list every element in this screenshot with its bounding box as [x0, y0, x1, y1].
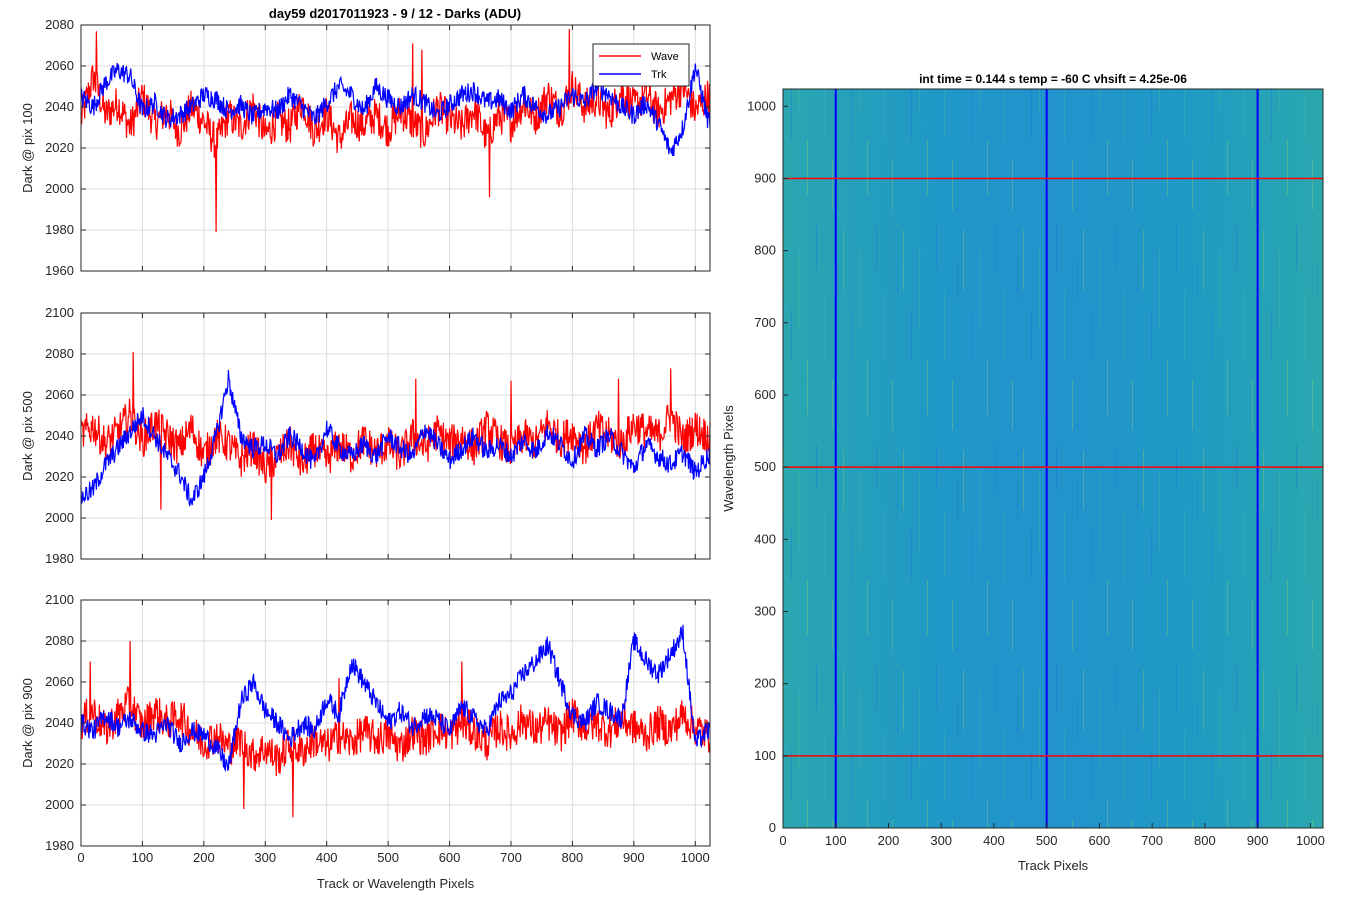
- y-tick-label: 2040: [45, 99, 74, 114]
- y-tick-label: 2080: [45, 17, 74, 32]
- y-tick-label: 2060: [45, 674, 74, 689]
- x-tick-label: 500: [377, 850, 399, 865]
- x-tick-label: 600: [439, 850, 461, 865]
- x-tick-label: 1000: [1296, 833, 1325, 848]
- y-tick-label: 500: [754, 459, 776, 474]
- series-line-trk: [80, 62, 711, 157]
- y-tick-label: 2020: [45, 469, 74, 484]
- x-tick-label: 700: [1141, 833, 1163, 848]
- line-chart-panel-1: 1960 1980 2000 2020 2040 2060 2080 Dark @ pix 1…: [20, 17, 711, 278]
- y-tick-label: 600: [754, 387, 776, 402]
- x-axis-label: Track Pixels: [1018, 858, 1089, 873]
- y-axis-label: Dark @ pix 900: [20, 678, 35, 768]
- y-axis-label: Dark @ pix 100: [20, 103, 35, 193]
- y-tick-label: 2100: [45, 592, 74, 607]
- series-line-wave: [80, 640, 711, 818]
- x-tick-label: 600: [1089, 833, 1111, 848]
- x-tick-label: 900: [1247, 833, 1269, 848]
- y-tick-label: 700: [754, 315, 776, 330]
- y-tick-label: 2000: [45, 181, 74, 196]
- y-tick-label: 100: [754, 748, 776, 763]
- series-line-wave: [80, 351, 711, 521]
- x-tick-label: 0: [779, 833, 786, 848]
- x-tick-label: 400: [316, 850, 338, 865]
- series-line-trk: [80, 369, 711, 507]
- y-tick-label: 2000: [45, 510, 74, 525]
- x-tick-label: 900: [623, 850, 645, 865]
- y-tick-label: 200: [754, 676, 776, 691]
- figure-suptitle: day59 d2017011923 - 9 / 12 - Darks (ADU): [269, 6, 521, 21]
- y-tick-label: 1000: [747, 98, 776, 113]
- y-tick-label: 2100: [45, 305, 74, 320]
- y-tick-label: 2000: [45, 797, 74, 812]
- y-tick-label: 2040: [45, 715, 74, 730]
- axes-box: [782, 88, 1324, 829]
- x-tick-label: 0: [77, 850, 84, 865]
- y-tick-label: 1960: [45, 263, 74, 278]
- x-axis-label: Track or Wavelength Pixels: [317, 876, 475, 891]
- legend-label-trk: Trk: [651, 69, 667, 81]
- x-tick-label: 200: [193, 850, 215, 865]
- x-tick-label: 800: [562, 850, 584, 865]
- heatmap-texture: [783, 89, 1323, 828]
- x-tick-label: 800: [1194, 833, 1216, 848]
- x-tick-label: 300: [254, 850, 276, 865]
- y-tick-label: 2040: [45, 428, 74, 443]
- y-axis-label: Dark @ pix 500: [20, 391, 35, 481]
- line-chart-panel-3: 0 100 200 300 400 500 600 700 800 900 1000 1980 2000…: [20, 592, 711, 891]
- heatmap-title: int time = 0.144 s temp = -60 C vhsift =…: [919, 72, 1187, 86]
- x-tick-label: 1000: [681, 850, 710, 865]
- y-tick-label: 1980: [45, 838, 74, 853]
- y-tick-label: 2080: [45, 346, 74, 361]
- y-tick-label: 400: [754, 531, 776, 546]
- y-tick-label: 2020: [45, 140, 74, 155]
- y-tick-label: 2060: [45, 387, 74, 402]
- y-tick-label: 2080: [45, 633, 74, 648]
- legend: Wave Trk: [592, 43, 690, 87]
- legend-box: [592, 43, 690, 87]
- y-tick-label: 300: [754, 603, 776, 618]
- x-tick-label: 400: [983, 833, 1005, 848]
- y-tick-label: 900: [754, 170, 776, 185]
- y-tick-label: 800: [754, 243, 776, 258]
- x-tick-label: 300: [930, 833, 952, 848]
- line-chart-panel-2: 1980 2000 2020 2040 2060 2080 2100 Dark @ pix 5…: [20, 305, 711, 566]
- series-line-trk: [80, 624, 711, 773]
- x-tick-label: 100: [132, 850, 154, 865]
- heatmap-panel: 0 100 200 300 400 500 600 700 800 900 1000 0 100 200 3…: [721, 72, 1325, 873]
- legend-label-wave: Wave: [651, 51, 679, 63]
- y-tick-label: 1980: [45, 551, 74, 566]
- x-tick-label: 100: [825, 833, 847, 848]
- y-tick-label: 2060: [45, 58, 74, 73]
- y-tick-label: 0: [769, 820, 776, 835]
- x-tick-label: 700: [500, 850, 522, 865]
- x-tick-label: 500: [1036, 833, 1058, 848]
- y-tick-label: 2020: [45, 756, 74, 771]
- x-tick-label: 200: [878, 833, 900, 848]
- y-axis-label: Wavelength Pixels: [721, 405, 736, 512]
- y-tick-label: 1980: [45, 222, 74, 237]
